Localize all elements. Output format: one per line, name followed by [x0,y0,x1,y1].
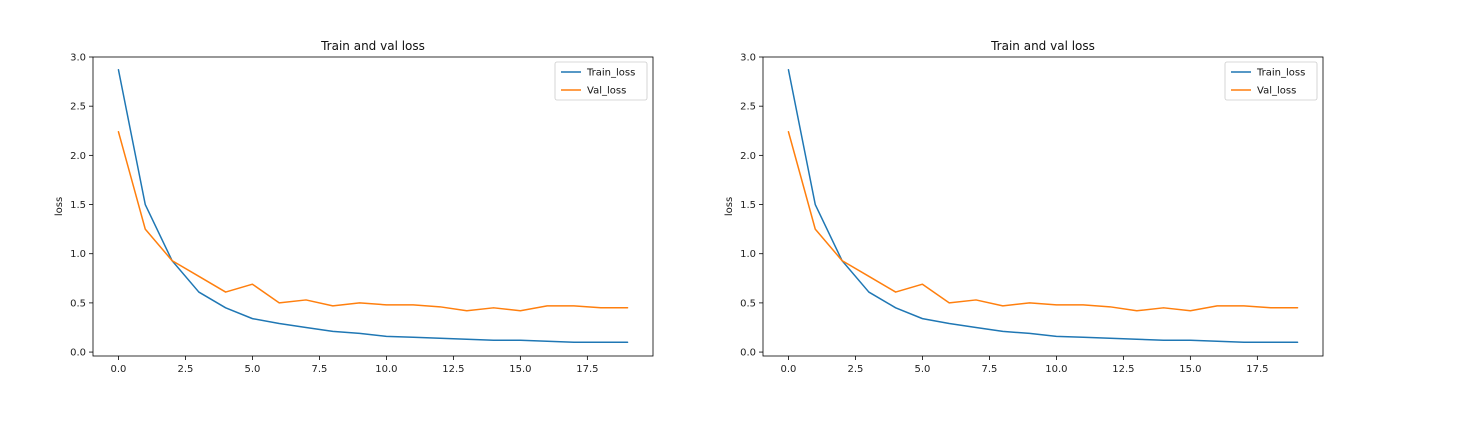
x-tick-label: 7.5 [311,364,327,375]
x-tick-label: 0.0 [111,364,127,375]
x-tick-label: 0.0 [781,364,797,375]
legend: Train_loss Val_loss [1224,61,1318,101]
x-tick-label: 15.0 [509,364,531,375]
series-line-train-loss [117,69,629,343]
legend-label: Train_loss [1256,68,1305,79]
series-line-train-loss [787,69,1299,343]
series-line-val-loss [117,131,629,312]
x-tick-label: 10.0 [375,364,397,375]
chart-1: Train and val loss loss 0.0 2.5 5.0 7.5 10.0 12… [54,39,654,375]
plot-frame [762,56,1324,357]
y-tick-label: 3.0 [70,53,86,64]
y-tick-label: 2.0 [740,151,756,162]
legend-label: Val_loss [1257,86,1296,97]
x-tick-label: 10.0 [1045,364,1067,375]
plot-frame [92,56,654,357]
y-tick-label: 1.0 [740,249,756,260]
y-tick-label: 2.5 [740,102,756,113]
y-tick-label: 1.0 [70,249,86,260]
y-tick-label: 0.0 [740,348,756,359]
y-tick-label: 0.5 [70,298,86,309]
legend-label: Train_loss [586,68,635,79]
chart-title: Train and val loss [320,39,425,53]
x-tick-label: 2.5 [847,364,863,375]
chart-2: Train and val loss loss 0.0 2.5 5.0 7.5 10.0 12… [724,39,1324,375]
x-tick-label: 5.0 [244,364,260,375]
chart-title: Train and val loss [990,39,1095,53]
x-tick-label: 12.5 [442,364,464,375]
y-tick-label: 0.5 [740,298,756,309]
y-tick-label: 1.5 [740,200,756,211]
y-axis-label: loss [724,197,735,216]
x-tick-label: 5.0 [914,364,930,375]
x-tick-label: 2.5 [177,364,193,375]
y-tick-label: 1.5 [70,200,86,211]
x-tick-label: 12.5 [1112,364,1134,375]
y-axis-label: loss [54,197,65,216]
y-tick-label: 0.0 [70,348,86,359]
x-tick-label: 15.0 [1179,364,1201,375]
x-tick-label: 7.5 [981,364,997,375]
series-line-val-loss [787,131,1299,312]
y-tick-label: 3.0 [740,53,756,64]
y-tick-label: 2.5 [70,102,86,113]
legend-label: Val_loss [587,86,626,97]
x-tick-label: 17.5 [1246,364,1268,375]
y-tick-label: 2.0 [70,151,86,162]
legend: Train_loss Val_loss [554,61,648,101]
x-tick-label: 17.5 [576,364,598,375]
